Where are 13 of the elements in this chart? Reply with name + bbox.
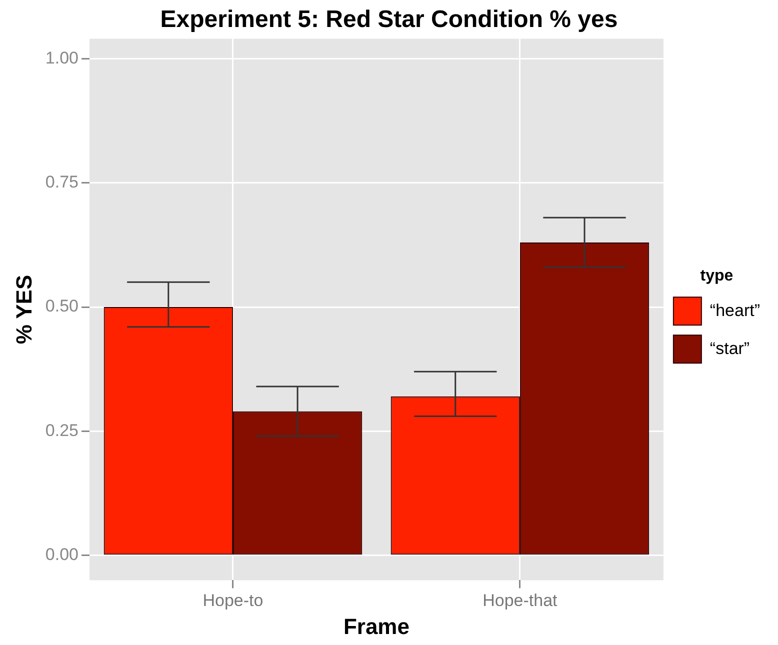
x-tick-label: Hope-that	[482, 591, 558, 610]
x-axis-title: Frame	[343, 614, 410, 639]
legend-label: “star”	[710, 338, 750, 358]
y-tick-label: 1.00	[45, 48, 78, 68]
y-tick-label: 0.00	[45, 545, 78, 564]
y-tick-label: 0.50	[45, 296, 78, 316]
y-tick-label: 0.75	[45, 172, 78, 192]
x-tick-label: Hope-to	[202, 591, 264, 610]
chart-title: Experiment 5: Red Star Condition % yes	[160, 6, 618, 34]
legend-label: “heart”	[710, 300, 760, 320]
y-axis-title: % YES	[11, 274, 36, 344]
y-tick-label: 0.25	[45, 420, 78, 440]
legend-title: type	[700, 267, 734, 284]
